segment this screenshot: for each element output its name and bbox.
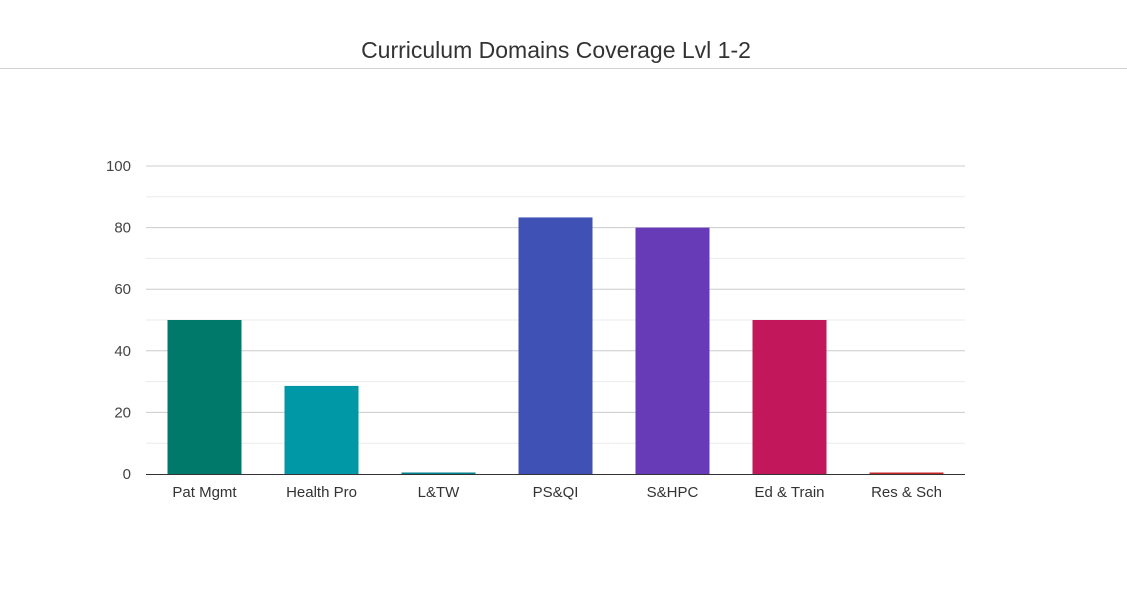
bar-chart: 0 20 40 60 80 100 Pat Mgmt Health Pro L&TW PS&QI…	[106, 158, 965, 501]
y-tick-label: 20	[114, 404, 131, 421]
bar[interactable]	[167, 320, 242, 474]
y-tick-label: 80	[114, 220, 131, 237]
chart-title: Curriculum Domains Coverage Lvl 1-2	[361, 37, 751, 63]
bar[interactable]	[284, 385, 359, 474]
bar[interactable]	[401, 472, 476, 475]
x-tick-label: Res & Sch	[871, 484, 942, 501]
chart-area: 0 20 40 60 80 100 Pat Mgmt Health Pro L&TW PS&QI…	[0, 70, 1127, 594]
x-tick-label: Ed & Train	[754, 484, 824, 501]
bars	[167, 217, 944, 475]
x-tick-label: Pat Mgmt	[172, 484, 237, 501]
y-tick-label: 100	[106, 158, 131, 175]
x-tick-label: PS&QI	[533, 484, 579, 501]
x-tick-label: L&TW	[418, 484, 461, 501]
bar[interactable]	[752, 320, 827, 474]
x-tick-label: Health Pro	[286, 484, 357, 501]
y-axis-ticks: 0 20 40 60 80 100	[106, 158, 131, 483]
x-tick-label: S&HPC	[647, 484, 699, 501]
y-tick-label: 40	[114, 343, 131, 360]
title-bar: Curriculum Domains Coverage Lvl 1-2	[0, 0, 1127, 69]
x-axis-labels: Pat Mgmt Health Pro L&TW PS&QI S&HPC Ed & Tra…	[172, 484, 942, 501]
bar[interactable]	[635, 227, 710, 474]
y-tick-label: 60	[114, 281, 131, 298]
y-tick-label: 0	[123, 466, 131, 483]
bar[interactable]	[518, 217, 593, 474]
bar[interactable]	[869, 472, 944, 475]
